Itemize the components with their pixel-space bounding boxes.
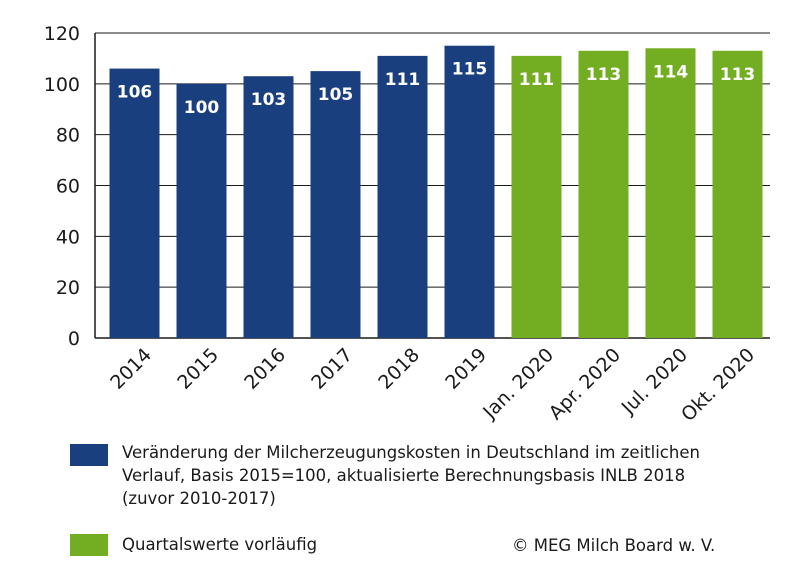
bar (512, 56, 562, 338)
bar (311, 71, 361, 338)
legend-annual-line: Veränderung der Milcherzeugungskosten in… (122, 441, 700, 464)
bar (646, 48, 696, 338)
y-tick-label: 60 (56, 176, 80, 198)
bar (110, 69, 160, 338)
bar-value-label: 115 (452, 60, 488, 80)
bar-value-label: 113 (586, 65, 622, 85)
legend-annual-text: Veränderung der Milcherzeugungskosten in… (122, 441, 700, 510)
bar-value-label: 111 (519, 70, 555, 90)
bar (378, 56, 428, 338)
legend-swatch-annual (70, 444, 108, 466)
bar (244, 76, 294, 338)
legend-swatch-quarterly (70, 534, 108, 556)
bar-chart: 0 20 40 60 80 100 120 106 100 103 105 111 115 111 113… (0, 0, 800, 430)
legend-annual-line: Verlauf, Basis 2015=100, aktualisierte B… (122, 464, 700, 487)
bar-value-label: 113 (720, 65, 756, 85)
copyright-credit: © MEG Milch Board w. V. (512, 534, 715, 557)
bar-value-label: 105 (318, 85, 354, 105)
bar (445, 46, 495, 338)
y-tick-label: 0 (68, 328, 80, 350)
x-tick-label: 2016 (240, 344, 290, 394)
bar (579, 51, 629, 338)
x-tick-label: Apr. 2020 (545, 344, 625, 424)
x-tick-label: 2017 (307, 344, 357, 394)
y-tick-label: 80 (56, 125, 80, 147)
x-tick-label: 2015 (173, 344, 223, 394)
x-tick-label: 2018 (374, 344, 424, 394)
x-tick-label: Okt. 2020 (677, 344, 759, 426)
x-tick-label: 2019 (441, 344, 491, 394)
y-tick-label: 120 (44, 23, 80, 45)
bars: 106 100 103 105 111 115 111 113 114 113 (110, 46, 763, 338)
legend-annual-line: (zuvor 2010-2017) (122, 487, 700, 510)
bar-value-label: 111 (385, 70, 421, 90)
x-tick-label: Jan. 2020 (478, 344, 558, 424)
legend-quarterly-text: Quartalswerte vorläufig (122, 533, 317, 556)
y-tick-label: 100 (44, 74, 80, 96)
bar-value-label: 106 (117, 83, 153, 103)
bar (713, 51, 763, 338)
y-axis-ticks: 0 20 40 60 80 100 120 (44, 23, 80, 350)
x-tick-label: 2014 (106, 344, 156, 394)
bar (177, 84, 227, 338)
bar-value-label: 114 (653, 62, 689, 82)
bar-value-label: 100 (184, 98, 220, 118)
y-tick-label: 40 (56, 226, 80, 248)
y-tick-label: 20 (56, 277, 80, 299)
bar-value-label: 103 (251, 90, 287, 110)
